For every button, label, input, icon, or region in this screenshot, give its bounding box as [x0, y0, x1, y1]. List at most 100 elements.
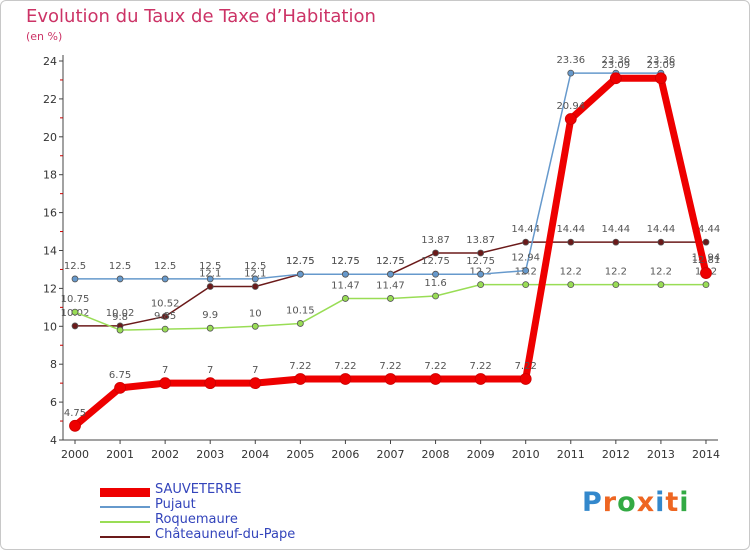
- data-label: 10.15: [286, 305, 315, 316]
- legend-swatch: [100, 536, 150, 538]
- data-label: 7.22: [424, 361, 446, 372]
- x-tick-label: 2011: [557, 448, 585, 461]
- data-label: 12.75: [376, 256, 405, 267]
- data-label: 23.09: [602, 60, 631, 71]
- data-point: [429, 373, 442, 385]
- logo-letter: i: [655, 487, 666, 518]
- data-point: [161, 325, 169, 333]
- data-label: 10.75: [61, 294, 90, 305]
- y-tick-label: 14: [43, 245, 57, 258]
- legend-item: Roquemaure: [100, 512, 420, 529]
- data-point: [114, 381, 126, 394]
- y-tick-label: 20: [43, 131, 57, 144]
- data-label: 12.1: [199, 269, 221, 280]
- data-point: [296, 270, 304, 278]
- data-label: 14.44: [602, 224, 631, 235]
- x-tick-label: 2012: [602, 448, 630, 461]
- data-point: [477, 281, 485, 289]
- data-point: [387, 270, 394, 278]
- data-label: 4.75: [64, 408, 86, 419]
- y-tick-label: 24: [43, 55, 57, 68]
- y-tick-label: 4: [50, 434, 57, 447]
- data-point: [474, 373, 487, 385]
- data-point: [339, 373, 352, 385]
- data-label: 12.75: [331, 256, 360, 267]
- data-point: [296, 320, 304, 327]
- data-label: 7.22: [469, 361, 491, 372]
- data-point: [384, 373, 397, 385]
- data-point: [161, 313, 169, 320]
- x-tick-label: 2006: [331, 448, 359, 461]
- y-tick-label: 6: [50, 396, 57, 409]
- logo-letter: o: [617, 487, 637, 518]
- data-point: [71, 322, 79, 330]
- data-point: [342, 295, 349, 302]
- chart-title: Evolution du Taux de Taxe d’Habitation: [26, 6, 376, 27]
- legend-label: SAUVETERRE: [155, 482, 242, 497]
- x-tick-label: 2002: [151, 448, 179, 461]
- data-label: 6.75: [109, 370, 131, 381]
- data-label: 13.87: [466, 235, 495, 246]
- data-point: [251, 275, 259, 283]
- logo-letter: x: [636, 487, 656, 518]
- x-tick-label: 2008: [422, 448, 450, 461]
- x-tick-label: 2013: [647, 448, 675, 461]
- data-point: [69, 419, 81, 432]
- data-label: 12.75: [331, 256, 360, 267]
- data-label: 23.36: [647, 55, 676, 66]
- y-tick-label: 18: [43, 169, 57, 182]
- data-label: 7.22: [379, 361, 401, 372]
- data-label: 7.22: [515, 361, 537, 372]
- data-point: [251, 322, 259, 330]
- series-pujaut: 12.5 12.5 12.5 12.5 12.5 12.75 12.75 12.75 12.75…: [64, 55, 720, 283]
- data-label: 23.09: [647, 60, 676, 71]
- data-label: 7.22: [289, 361, 311, 372]
- data-label: 14.44: [647, 224, 676, 235]
- logo-letter: t: [665, 487, 680, 518]
- data-label: 14.44: [511, 224, 540, 235]
- x-tick-label: 2005: [286, 448, 314, 461]
- proxiti-logo: Proxiti: [582, 487, 690, 518]
- data-label: 12.2: [560, 267, 582, 278]
- data-label: 20.94: [556, 101, 585, 112]
- x-tick-label: 2004: [241, 448, 269, 461]
- data-point: [522, 281, 530, 289]
- legend-label: Roquemaure: [155, 512, 238, 527]
- data-point: [477, 249, 485, 257]
- data-label: 7: [252, 365, 258, 376]
- data-point: [204, 377, 217, 390]
- data-point: [71, 275, 79, 283]
- data-point: [657, 281, 665, 289]
- data-label: 7.22: [334, 361, 356, 372]
- data-point: [387, 295, 394, 302]
- series-sauveterre: 4.75 6.75 7 7 7 7.22 7.22 7.22 7.22 7.22 7.22 20.94…: [64, 60, 721, 432]
- legend-swatch: [100, 506, 150, 508]
- data-point: [432, 249, 439, 257]
- data-label: 7: [162, 365, 168, 376]
- x-tick-label: 2010: [512, 448, 540, 461]
- data-point: [700, 267, 712, 279]
- data-label: 9.9: [202, 310, 218, 321]
- data-point: [116, 275, 124, 283]
- data-label: 23.36: [556, 55, 585, 66]
- data-label: 12.81: [692, 255, 721, 266]
- data-label: 9.85: [154, 311, 176, 322]
- data-point: [71, 308, 79, 316]
- data-label: 12.75: [421, 256, 450, 267]
- data-label: 12.2: [650, 267, 672, 278]
- data-point: [612, 281, 620, 289]
- series-line: [74, 72, 707, 280]
- data-label: 14.44: [556, 224, 585, 235]
- x-tick-label: 2003: [196, 448, 224, 461]
- data-point: [342, 270, 349, 278]
- data-point: [159, 377, 172, 390]
- data-point: [655, 72, 667, 85]
- logo-letter: r: [602, 487, 618, 518]
- data-point: [294, 373, 307, 385]
- data-point: [519, 373, 532, 385]
- data-point: [432, 292, 439, 300]
- data-point: [206, 283, 214, 290]
- data-label: 12.5: [109, 261, 131, 272]
- data-label: 12.5: [64, 261, 86, 272]
